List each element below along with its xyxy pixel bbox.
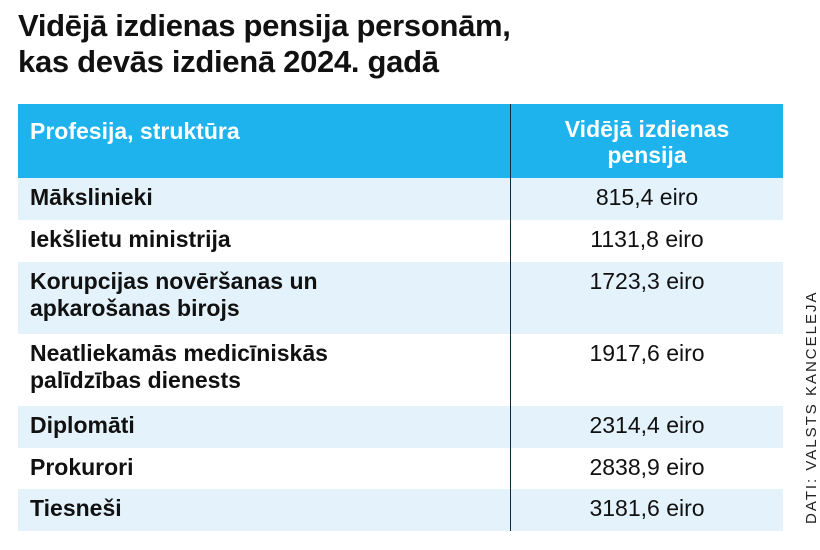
row-label: Tiesneši [18, 489, 510, 531]
table-row: Korupcijas novēršanas un apkarošanas bir… [18, 262, 783, 334]
row-label: Mākslinieki [18, 178, 510, 220]
table-row: Neatliekamās medicīniskās palīdzības die… [18, 334, 783, 406]
row-label-line: apkarošanas birojs [30, 295, 240, 321]
row-value: 2838,9 eiro [510, 448, 783, 489]
row-label-line: Prokurori [30, 454, 134, 480]
row-label: Prokurori [18, 448, 510, 489]
row-value: 1723,3 eiro [510, 262, 783, 334]
row-label-line: palīdzības dienests [30, 367, 241, 393]
chart-title: Vidējā izdienas pensija personām, kas de… [18, 8, 511, 80]
row-label-line: Korupcijas novēršanas un [30, 268, 318, 294]
row-value: 1131,8 eiro [510, 220, 783, 262]
row-label: Neatliekamās medicīniskās palīdzības die… [18, 334, 510, 406]
header-pension-line-1: Vidējā izdienas [564, 116, 730, 142]
header-pension: Vidējā izdienas pensija [510, 104, 783, 178]
row-label-line: Diplomāti [30, 412, 135, 438]
row-label: Diplomāti [18, 406, 510, 448]
row-label: Korupcijas novēršanas un apkarošanas bir… [18, 262, 510, 334]
table-row: Diplomāti 2314,4 eiro [18, 406, 783, 448]
table-row: Mākslinieki 815,4 eiro [18, 178, 783, 220]
row-label-line: Iekšlietu ministrija [30, 226, 231, 252]
row-value: 2314,4 eiro [510, 406, 783, 448]
row-label-line: Tiesneši [30, 495, 122, 521]
header-pension-line-2: pensija [607, 142, 687, 168]
header-profession: Profesija, struktūra [30, 118, 240, 144]
table-row: Prokurori 2838,9 eiro [18, 448, 783, 489]
pension-table: Profesija, struktūra Vidējā izdienas pen… [18, 104, 783, 531]
title-line-2: kas devās izdienā 2024. gadā [18, 44, 439, 79]
data-source: DATI: VALSTS KANCELEJA [803, 290, 820, 525]
table-header: Profesija, struktūra Vidējā izdienas pen… [18, 104, 783, 178]
title-line-1: Vidējā izdienas pensija personām, [18, 8, 511, 43]
row-label-line: Mākslinieki [30, 184, 153, 210]
table-row: Tiesneši 3181,6 eiro [18, 489, 783, 531]
row-value: 815,4 eiro [510, 178, 783, 220]
table-row: Iekšlietu ministrija 1131,8 eiro [18, 220, 783, 262]
row-value: 3181,6 eiro [510, 489, 783, 531]
row-label: Iekšlietu ministrija [18, 220, 510, 262]
row-value: 1917,6 eiro [510, 334, 783, 406]
row-label-line: Neatliekamās medicīniskās [30, 340, 328, 366]
